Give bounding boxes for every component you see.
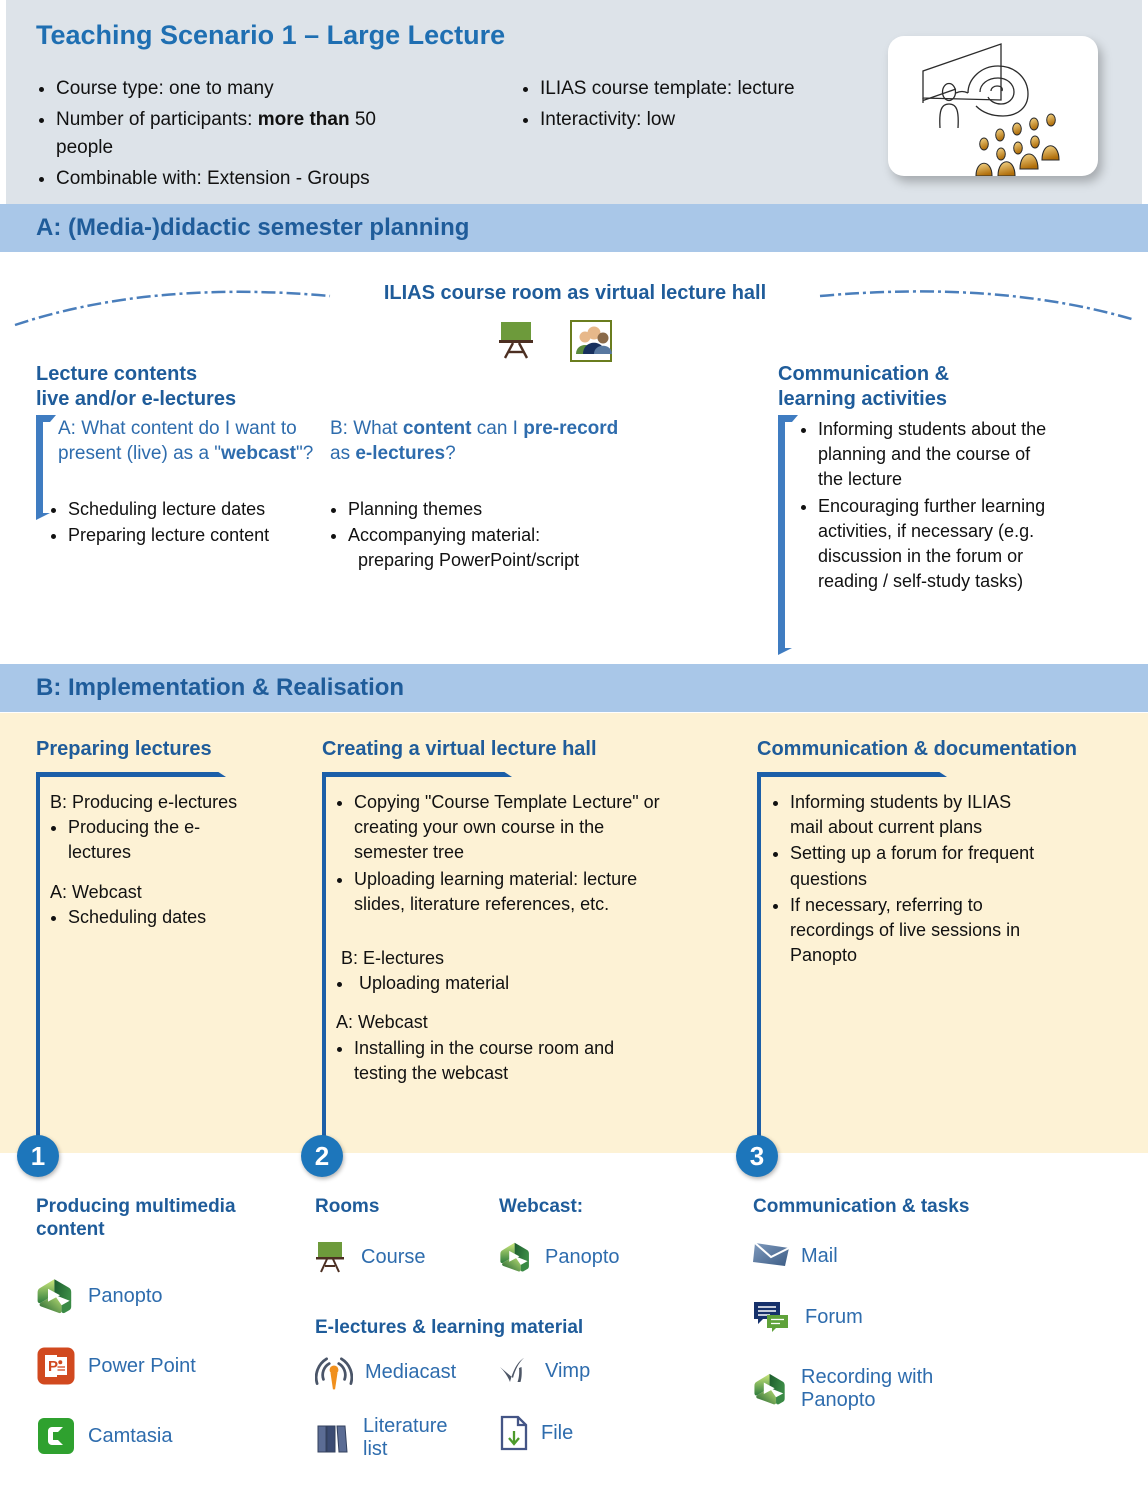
svg-text:P: P bbox=[48, 1358, 58, 1375]
